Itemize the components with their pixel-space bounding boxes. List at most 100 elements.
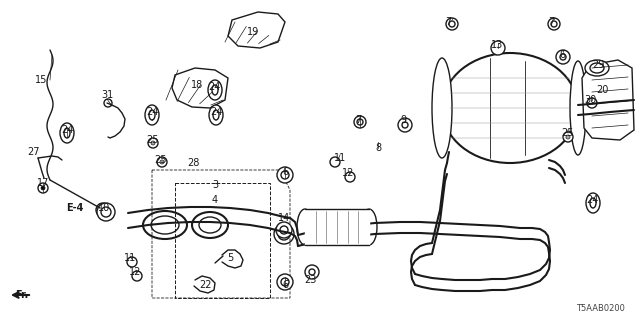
Polygon shape [228, 12, 285, 48]
Ellipse shape [38, 183, 48, 193]
Ellipse shape [446, 18, 458, 30]
Ellipse shape [354, 116, 366, 128]
Text: E-4: E-4 [67, 203, 84, 213]
Text: 24: 24 [210, 107, 222, 117]
Ellipse shape [309, 269, 315, 275]
Ellipse shape [97, 203, 115, 221]
Ellipse shape [143, 211, 187, 239]
Ellipse shape [398, 118, 412, 132]
Ellipse shape [208, 80, 222, 100]
Text: 27: 27 [27, 147, 39, 157]
Ellipse shape [281, 171, 289, 179]
Text: 9: 9 [400, 115, 406, 125]
Ellipse shape [212, 85, 218, 95]
Ellipse shape [101, 207, 111, 217]
Ellipse shape [145, 105, 159, 125]
Ellipse shape [149, 110, 155, 120]
Ellipse shape [281, 278, 289, 286]
Ellipse shape [570, 61, 586, 155]
Text: 24: 24 [208, 82, 220, 92]
Text: 15: 15 [35, 75, 47, 85]
Text: 22: 22 [199, 280, 211, 290]
Ellipse shape [157, 157, 167, 167]
Ellipse shape [209, 105, 223, 125]
Text: 19: 19 [247, 27, 259, 37]
Ellipse shape [277, 274, 293, 290]
Ellipse shape [41, 186, 45, 190]
Ellipse shape [132, 271, 142, 281]
Ellipse shape [491, 41, 505, 55]
Text: 25: 25 [146, 135, 158, 145]
Ellipse shape [96, 203, 110, 217]
Text: 14: 14 [278, 213, 290, 223]
Ellipse shape [357, 119, 363, 125]
Ellipse shape [278, 228, 290, 240]
Ellipse shape [566, 135, 570, 139]
Text: 24: 24 [146, 107, 158, 117]
Text: 7: 7 [355, 115, 361, 125]
Ellipse shape [151, 141, 155, 145]
Ellipse shape [449, 21, 455, 27]
Text: 7: 7 [445, 17, 451, 27]
Text: 29: 29 [592, 60, 604, 70]
Ellipse shape [192, 212, 228, 238]
Ellipse shape [305, 265, 319, 279]
Text: 25: 25 [154, 155, 166, 165]
Ellipse shape [148, 138, 158, 148]
Polygon shape [582, 60, 634, 140]
Ellipse shape [556, 50, 570, 64]
Ellipse shape [548, 18, 560, 30]
Ellipse shape [60, 123, 74, 143]
Ellipse shape [280, 226, 288, 234]
Ellipse shape [104, 99, 112, 107]
Text: 23: 23 [304, 275, 316, 285]
Ellipse shape [151, 216, 179, 234]
Text: 11: 11 [334, 153, 346, 163]
Ellipse shape [560, 54, 566, 60]
Ellipse shape [590, 63, 604, 73]
Text: 17: 17 [37, 178, 49, 188]
Text: 3: 3 [212, 180, 218, 190]
Ellipse shape [277, 167, 293, 183]
Text: 13: 13 [491, 40, 503, 50]
Ellipse shape [586, 193, 600, 213]
Text: 6: 6 [559, 50, 565, 60]
Text: 5: 5 [227, 253, 233, 263]
Ellipse shape [274, 224, 294, 244]
Text: Fr.: Fr. [15, 290, 29, 300]
Ellipse shape [64, 128, 70, 138]
Ellipse shape [432, 58, 452, 158]
Text: 30: 30 [584, 95, 596, 105]
Ellipse shape [590, 198, 596, 208]
Text: 20: 20 [596, 85, 608, 95]
Ellipse shape [297, 209, 313, 245]
Ellipse shape [361, 209, 377, 245]
Ellipse shape [587, 98, 597, 108]
Text: 4: 4 [212, 195, 218, 205]
Ellipse shape [551, 21, 557, 27]
Text: 31: 31 [101, 90, 113, 100]
Ellipse shape [442, 53, 578, 163]
Ellipse shape [160, 160, 164, 164]
Text: 7: 7 [548, 17, 554, 27]
Text: 24: 24 [586, 195, 598, 205]
Text: 28: 28 [187, 158, 199, 168]
Text: 8: 8 [375, 143, 381, 153]
Bar [175, 183, 270, 298]
Ellipse shape [213, 110, 219, 120]
Text: 6: 6 [282, 167, 288, 177]
Text: 18: 18 [191, 80, 203, 90]
Text: 6: 6 [282, 280, 288, 290]
Ellipse shape [330, 157, 340, 167]
Text: T5AAB0200: T5AAB0200 [576, 304, 625, 313]
Ellipse shape [402, 122, 408, 128]
Text: 25: 25 [561, 128, 573, 138]
Ellipse shape [585, 60, 609, 76]
Text: 10: 10 [98, 203, 110, 213]
Text: 24: 24 [61, 125, 73, 135]
Ellipse shape [199, 217, 221, 233]
Text: 11: 11 [124, 253, 136, 263]
Polygon shape [172, 68, 228, 108]
Text: 12: 12 [342, 168, 354, 178]
Ellipse shape [563, 132, 573, 142]
